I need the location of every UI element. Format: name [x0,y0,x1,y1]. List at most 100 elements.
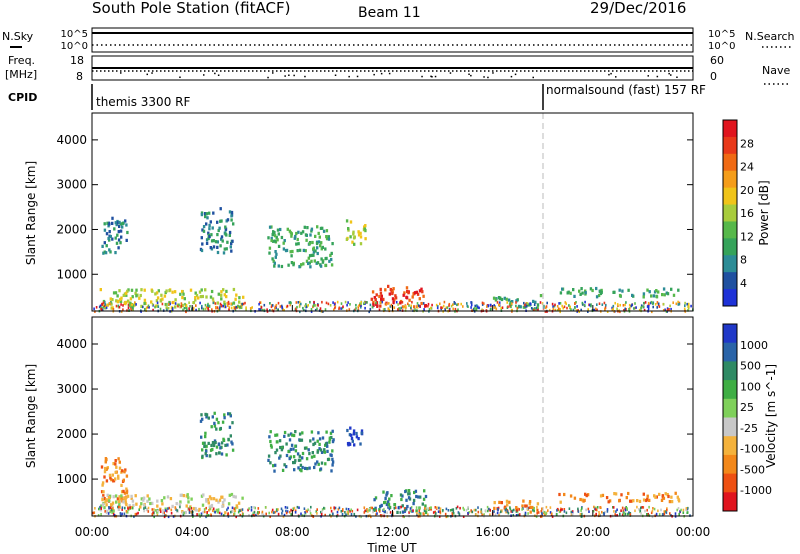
data-cell [200,512,203,516]
data-cell [416,305,419,309]
data-cell [117,505,119,509]
data-cell [235,305,237,309]
data-cell [120,490,124,494]
data-cell [314,304,317,307]
data-cell [299,458,302,462]
data-cell [273,261,276,265]
data-cell [384,500,387,504]
data-cell [119,299,123,303]
data-cell [135,288,138,292]
data-cell [182,513,185,517]
data-cell [425,508,428,512]
data-cell [648,290,651,294]
data-cell [135,294,138,298]
data-cell [179,500,182,504]
data-cell [370,297,373,301]
y-tick-label: 4000 [56,133,87,147]
data-cell [350,508,352,512]
data-cell [118,460,121,464]
data-cell [510,309,513,312]
data-cell [112,505,114,509]
colorbar-tick-label: 12 [740,230,754,243]
data-cell [455,507,458,510]
data-cell [285,453,289,458]
data-cell [298,300,301,304]
data-cell [205,212,208,216]
data-cell [666,307,669,310]
data-cell [287,449,290,454]
data-cell [570,510,573,514]
data-cell [234,506,237,510]
data-cell [417,304,420,307]
data-cell [189,506,191,509]
data-cell [619,310,621,314]
data-cell [156,301,159,305]
data-cell [301,451,305,456]
data-cell [545,505,548,509]
data-cell [208,235,211,239]
data-cell [485,309,488,312]
data-cell [163,496,166,500]
data-cell [220,495,223,499]
data-cell [289,303,291,307]
data-cell [324,442,328,446]
data-cell [126,230,129,235]
data-cell [382,490,385,494]
data-cell [603,511,605,515]
data-cell [214,510,216,514]
colorbar-segment [723,324,737,344]
data-cell [508,500,511,504]
data-cell [108,506,110,509]
data-cell [529,302,532,306]
data-cell [327,302,330,306]
data-cell [283,463,286,467]
data-cell [319,244,322,248]
data-cell [498,303,501,307]
data-cell [346,511,349,514]
data-cell [316,460,319,464]
data-cell [515,301,517,304]
data-cell [577,510,580,513]
nave-label: Nave [762,64,790,77]
data-cell [367,510,369,513]
data-cell [605,303,607,307]
data-cell [641,506,643,509]
data-cell [524,511,527,515]
data-cell [489,508,491,512]
data-cell [636,499,639,503]
data-cell [456,505,459,509]
data-cell [233,512,236,515]
data-cell [407,496,411,500]
data-cell [112,495,115,499]
data-cell [304,233,308,237]
data-cell [224,443,227,447]
nave-dropout [356,75,359,78]
data-cell [355,307,357,310]
data-cell [489,308,492,311]
data-cell [179,305,182,309]
data-cell [506,510,509,513]
data-cell [178,303,180,307]
data-cell [217,508,220,511]
data-cell [406,289,409,294]
data-cell [107,236,110,241]
data-cell [194,298,197,302]
data-cell [331,429,334,433]
data-cell [549,506,552,509]
data-cell [647,307,650,310]
data-cell [116,497,120,501]
data-cell [307,304,309,307]
data-cell [607,500,610,504]
data-cell [150,300,153,304]
data-cell [108,473,112,477]
data-cell [219,244,222,248]
data-cell [184,302,186,306]
data-cell [105,306,108,309]
data-cell [181,303,184,307]
data-cell [210,443,213,447]
data-cell [101,481,105,485]
data-cell [216,250,220,255]
data-cell [650,294,653,298]
data-cell [125,293,128,297]
